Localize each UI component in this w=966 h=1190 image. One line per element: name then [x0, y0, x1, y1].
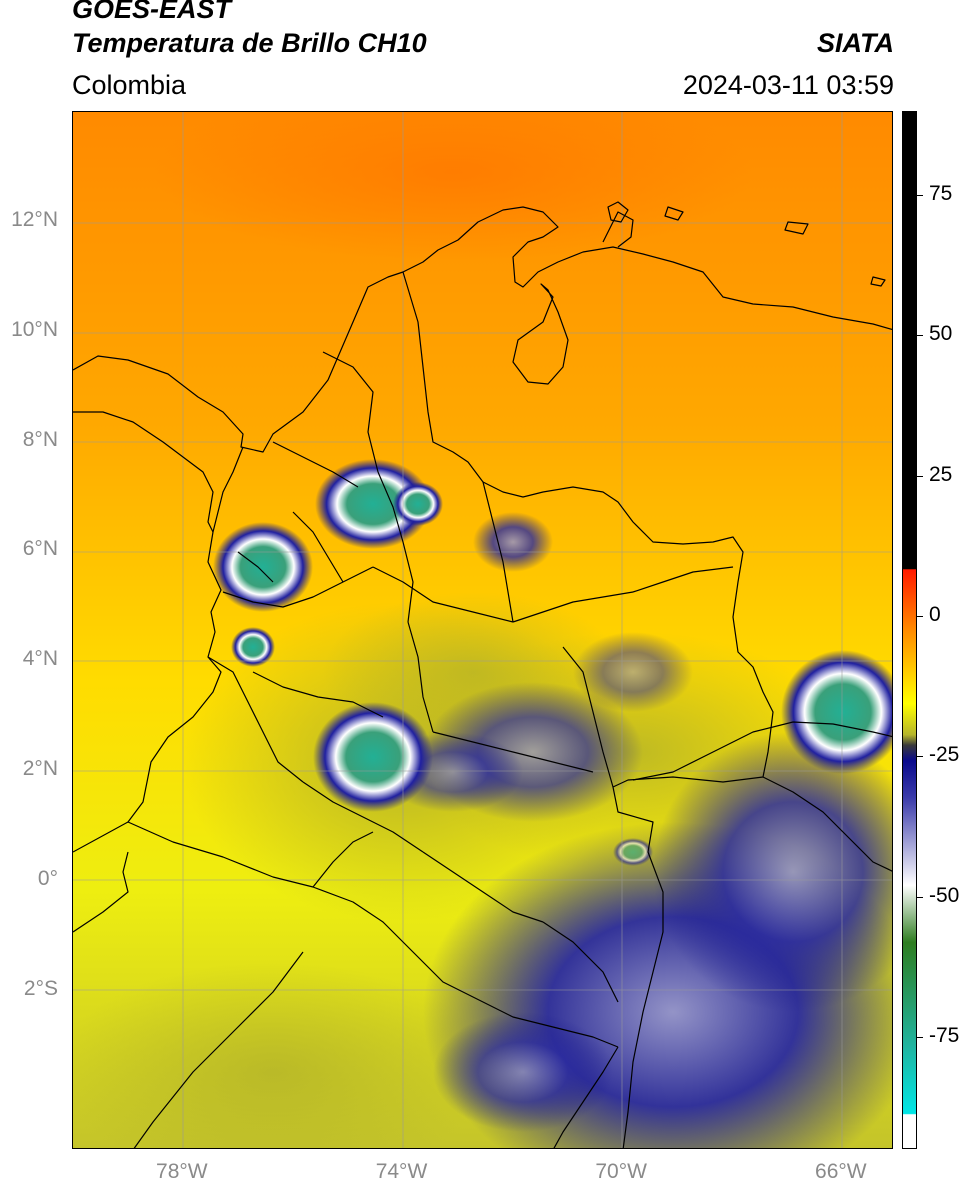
colorbar-tick — [917, 335, 923, 337]
satellite-map — [72, 111, 893, 1149]
lat-label: 12°N — [11, 207, 58, 231]
colorbar-tick — [917, 615, 923, 617]
lon-label: 70°W — [595, 1160, 647, 1183]
region-label: Colombia — [72, 70, 187, 100]
colorbar-tick-label: 50 — [929, 322, 953, 346]
brand-label: SIATA — [817, 28, 894, 58]
title-satellite: GOES-EAST — [72, 0, 232, 24]
lat-label: 10°N — [11, 317, 58, 341]
colorbar-tick-label: 75 — [929, 182, 953, 206]
colorbar-tick-label: 0 — [929, 602, 941, 626]
colorbar-tick-label: -25 — [929, 743, 960, 767]
lat-label: 2°N — [22, 757, 58, 781]
colorbar-tick — [917, 195, 923, 197]
title-product: Temperatura de Brillo CH10 — [72, 28, 427, 58]
colorbar-tick-label: -75 — [929, 1023, 960, 1047]
colorbar-tick-label: 25 — [929, 462, 953, 486]
lat-label: 0° — [37, 866, 58, 890]
colorbar-tick — [917, 475, 923, 477]
lon-label: 78°W — [156, 1160, 208, 1183]
lat-label: 4°N — [22, 647, 58, 671]
lat-label: 8°N — [22, 427, 58, 451]
lon-label: 66°W — [815, 1160, 867, 1183]
colorbar-tick-label: -50 — [929, 883, 960, 907]
coastlines-borders — [73, 201, 892, 1148]
colorbar-tick — [917, 1036, 923, 1038]
colorbar-tick — [917, 896, 923, 898]
timestamp-label: 2024-03-11 03:59 — [682, 70, 894, 100]
colorbar — [902, 111, 917, 1149]
colorbar-tick — [917, 756, 923, 758]
lat-label: 6°N — [22, 537, 58, 561]
lat-label: 2°S — [23, 976, 58, 1000]
lon-label: 74°W — [375, 1160, 428, 1183]
